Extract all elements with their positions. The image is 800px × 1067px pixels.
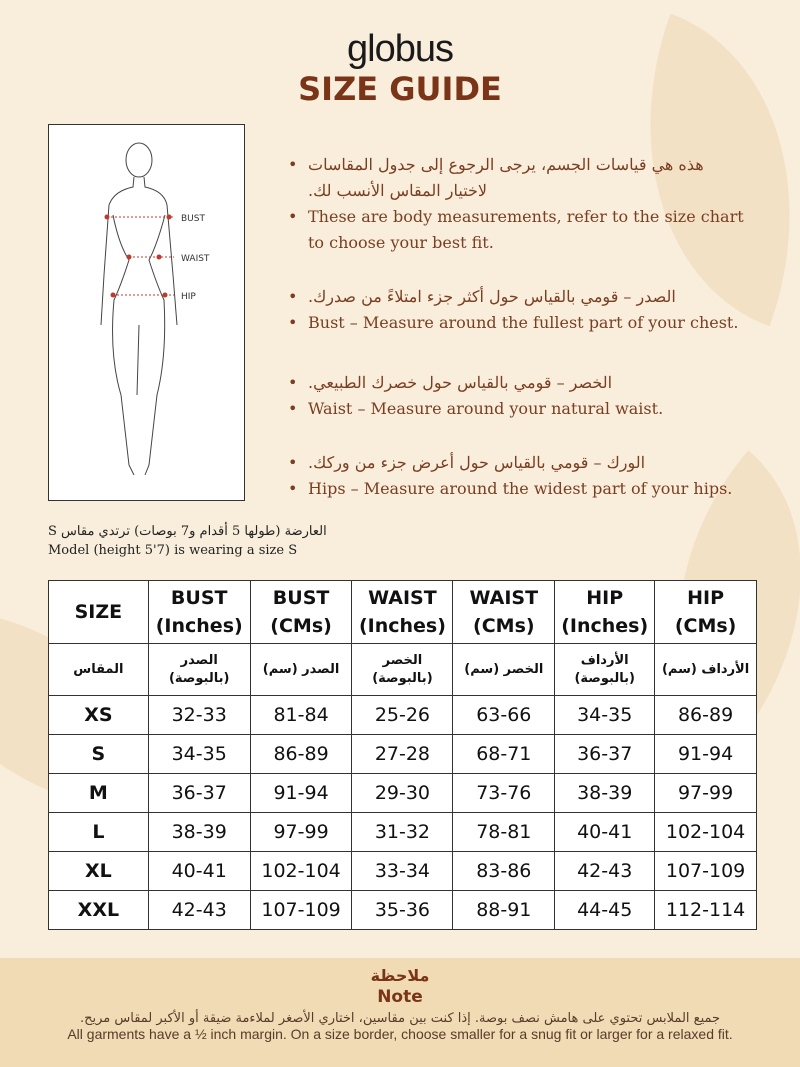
table-cell: XL bbox=[48, 851, 149, 891]
table-cell: 83-86 bbox=[452, 851, 556, 891]
column-header-ar: الخصر (سم) bbox=[452, 643, 556, 696]
column-header-ar: الأرداف (بالبوصة) bbox=[554, 643, 656, 696]
table-cell: 33-34 bbox=[351, 851, 454, 891]
table-cell: 97-99 bbox=[654, 773, 757, 813]
waist-label: WAIST bbox=[181, 254, 210, 264]
table-cell: 107-109 bbox=[249, 890, 353, 930]
table-cell: 63-66 bbox=[452, 695, 556, 735]
table-cell: 40-41 bbox=[147, 851, 251, 891]
table-cell: 112-114 bbox=[654, 890, 757, 930]
table-cell: 86-89 bbox=[249, 734, 353, 774]
table-cell: 102-104 bbox=[249, 851, 353, 891]
table-cell: 38-39 bbox=[147, 812, 251, 852]
table-cell: XXL bbox=[48, 890, 149, 930]
table-cell: XS bbox=[48, 695, 149, 735]
table-row: XXL 42-43 107-109 35-36 88-91 44-45 112-114 bbox=[48, 890, 757, 930]
table-cell: 34-35 bbox=[554, 695, 656, 735]
table-cell: 68-71 bbox=[452, 734, 556, 774]
size-table: SIZE BUST (Inches) BUST (CMs) WAIST (Inches… bbox=[48, 580, 757, 930]
note-title-en: Note bbox=[377, 987, 423, 1007]
column-header: HIP (CMs) bbox=[654, 580, 757, 644]
table-cell: 91-94 bbox=[654, 734, 757, 774]
column-header-ar: الصدر (بالبوصة) bbox=[147, 643, 251, 696]
column-header-ar: المقاس bbox=[48, 643, 149, 696]
instruction-ar: الصدر – قومي بالقياس حول أكثر جزء امتلاء… bbox=[288, 284, 748, 310]
table-cell: 35-36 bbox=[351, 890, 454, 930]
table-row: M 36-37 91-94 29-30 73-76 38-39 97-99 bbox=[48, 773, 757, 813]
table-cell: 44-45 bbox=[554, 890, 656, 930]
table-cell: 81-84 bbox=[249, 695, 353, 735]
column-header: BUST (CMs) bbox=[249, 580, 353, 644]
model-info: العارضة (طولها 5 أقدام و7 بوصات) ترتدي م… bbox=[48, 522, 327, 560]
table-row: S 34-35 86-89 27-28 68-71 36-37 91-94 bbox=[48, 734, 757, 774]
table-cell: M bbox=[48, 773, 149, 813]
instruction-en: Bust – Measure around the fullest part o… bbox=[288, 310, 748, 336]
table-cell: 42-43 bbox=[147, 890, 251, 930]
table-row: XS 32-33 81-84 25-26 63-66 34-35 86-89 bbox=[48, 695, 757, 735]
column-header: HIP (Inches) bbox=[554, 580, 656, 644]
table-cell: 91-94 bbox=[249, 773, 353, 813]
note-text-en: All garments have a ½ inch margin. On a … bbox=[67, 1026, 733, 1042]
table-cell: L bbox=[48, 812, 149, 852]
column-header-ar: الخصر (بالبوصة) bbox=[351, 643, 454, 696]
model-info-ar: العارضة (طولها 5 أقدام و7 بوصات) ترتدي م… bbox=[48, 524, 327, 539]
instruction-en: Hips – Measure around the widest part of… bbox=[288, 476, 748, 502]
model-info-en: Model (height 5'7) is wearing a size S bbox=[48, 543, 298, 558]
page-title: SIZE GUIDE bbox=[298, 70, 502, 108]
table-cell: 36-37 bbox=[554, 734, 656, 774]
table-cell: 29-30 bbox=[351, 773, 454, 813]
instruction-en: Waist – Measure around your natural wais… bbox=[288, 396, 748, 422]
column-header-ar: الأرداف (سم) bbox=[654, 643, 757, 696]
note-section: ملاحظة Note جميع الملابس تحتوي على هامش … bbox=[0, 958, 800, 1067]
column-header: WAIST (Inches) bbox=[351, 580, 454, 644]
table-cell: 38-39 bbox=[554, 773, 656, 813]
table-cell: 73-76 bbox=[452, 773, 556, 813]
table-cell: 88-91 bbox=[452, 890, 556, 930]
table-row: L 38-39 97-99 31-32 78-81 40-41 102-104 bbox=[48, 812, 757, 852]
column-header: WAIST (CMs) bbox=[452, 580, 556, 644]
instruction-en: These are body measurements, refer to th… bbox=[288, 204, 748, 256]
table-cell: 97-99 bbox=[249, 812, 353, 852]
note-title-ar: ملاحظة bbox=[370, 966, 430, 985]
column-header: BUST (Inches) bbox=[147, 580, 251, 644]
column-header: SIZE bbox=[48, 580, 149, 644]
table-cell: 36-37 bbox=[147, 773, 251, 813]
brand-logo: globus bbox=[347, 28, 454, 70]
table-cell: 34-35 bbox=[147, 734, 251, 774]
table-cell: 31-32 bbox=[351, 812, 454, 852]
table-cell: 27-28 bbox=[351, 734, 454, 774]
note-text-ar: جميع الملابس تحتوي على هامش نصف بوصة. إذ… bbox=[79, 1011, 721, 1026]
column-header-ar: الصدر (سم) bbox=[249, 643, 353, 696]
table-cell: 102-104 bbox=[654, 812, 757, 852]
table-cell: 42-43 bbox=[554, 851, 656, 891]
table-cell: 32-33 bbox=[147, 695, 251, 735]
hip-label: HIP bbox=[181, 292, 196, 302]
table-cell: S bbox=[48, 734, 149, 774]
instruction-ar: الخصر – قومي بالقياس حول خصرك الطبيعي. bbox=[288, 370, 748, 396]
body-figure: BUST WAIST HIP bbox=[48, 124, 245, 501]
table-cell: 78-81 bbox=[452, 812, 556, 852]
instruction-ar: هذه هي قياسات الجسم، يرجى الرجوع إلى جدو… bbox=[288, 152, 748, 204]
table-cell: 40-41 bbox=[554, 812, 656, 852]
bust-label: BUST bbox=[181, 214, 205, 224]
table-cell: 25-26 bbox=[351, 695, 454, 735]
table-cell: 107-109 bbox=[654, 851, 757, 891]
instruction-ar: الورك – قومي بالقياس حول أعرض جزء من ورك… bbox=[288, 450, 748, 476]
table-cell: 86-89 bbox=[654, 695, 757, 735]
table-row: XL 40-41 102-104 33-34 83-86 42-43 107-109 bbox=[48, 851, 757, 891]
measurement-instructions: هذه هي قياسات الجسم، يرجى الرجوع إلى جدو… bbox=[288, 152, 748, 530]
